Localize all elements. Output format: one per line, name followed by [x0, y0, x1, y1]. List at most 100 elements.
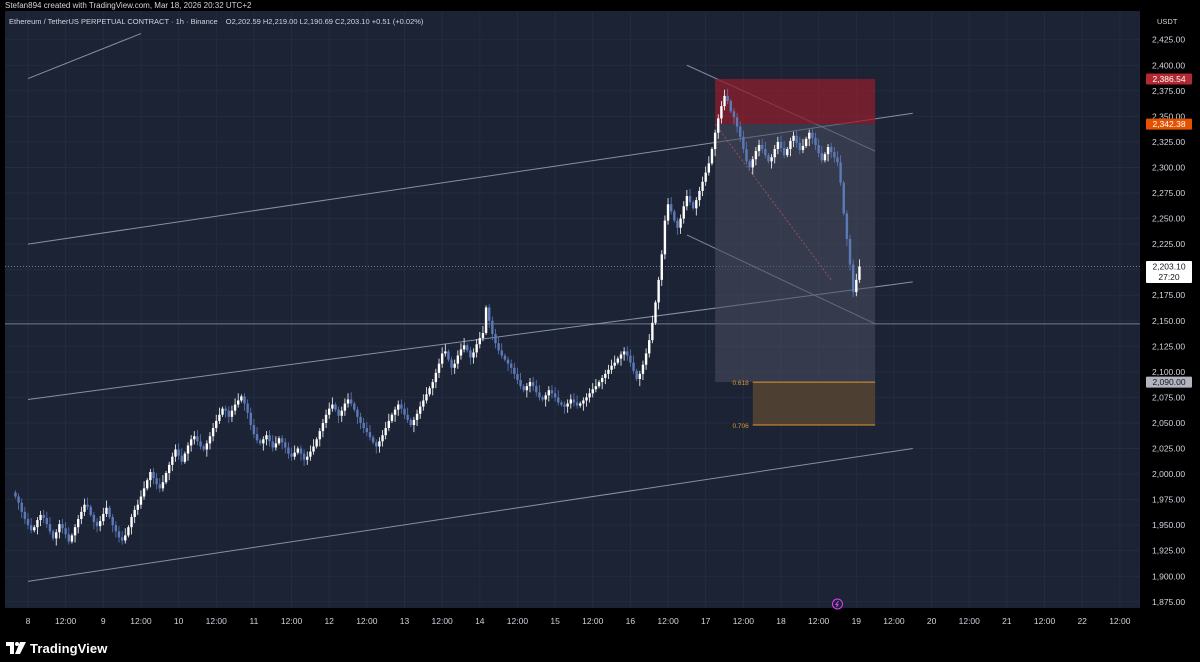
price-label-tag[interactable] [1146, 376, 1192, 388]
profit-target-zone[interactable] [715, 124, 876, 383]
candle-body [450, 359, 453, 368]
candle-body [820, 153, 823, 161]
stop-loss-zone[interactable] [715, 79, 876, 125]
candle-body [795, 135, 798, 143]
candle-body [117, 531, 121, 538]
candle-body [682, 206, 685, 219]
time-tick-label: 16 [626, 616, 636, 626]
candle-body [760, 144, 764, 150]
candle-body [48, 524, 52, 532]
price-label-tag[interactable] [1146, 260, 1192, 283]
short-position-tool[interactable] [714, 79, 876, 383]
candle-body [89, 506, 92, 515]
candle-body [626, 351, 629, 356]
candle-body [663, 220, 667, 255]
symbol-legend: Ethereum / TetherUS PERPETUAL CONTRACT ·… [9, 17, 423, 26]
candle-body [804, 138, 808, 146]
candle-body [230, 410, 234, 417]
candle-body [516, 373, 519, 381]
fib-golden-zone[interactable] [752, 382, 876, 425]
candle-body [17, 496, 20, 503]
candle-body [845, 213, 849, 239]
candle-body [218, 414, 221, 421]
price-label-text: 2,203.10 [1152, 261, 1185, 271]
time-tick-label: 15 [550, 616, 560, 626]
candle-body [328, 408, 331, 415]
candle-body [691, 202, 695, 209]
candle-body [312, 446, 315, 452]
candle-body [246, 403, 249, 413]
price-label-text: 2,386.54 [1152, 74, 1185, 84]
candle-body [177, 449, 180, 456]
candle-body [293, 452, 296, 457]
candle-body [616, 358, 620, 363]
candle-body [356, 409, 359, 417]
candle-body [767, 155, 770, 162]
price-tick-label: 1,925.00 [1152, 546, 1185, 556]
candle-body [851, 264, 855, 293]
candle-body [199, 441, 202, 447]
candle-body [127, 527, 130, 536]
candle-body [14, 492, 17, 497]
chart-pane[interactable]: 0.618 0.706 1,875.00 1,900.00 1,925.00 1,950… [0, 11, 1200, 633]
candle-body [522, 386, 525, 391]
candle-body [839, 162, 842, 183]
candle-body [604, 373, 607, 378]
channel-line[interactable] [27, 33, 142, 80]
candle-body [299, 448, 303, 454]
candle-body [566, 403, 569, 407]
time-tick-label: 12:00 [808, 616, 830, 626]
price-label-tag[interactable] [1146, 118, 1192, 130]
candle-body [271, 441, 274, 448]
candle-body [654, 302, 657, 323]
candle-body [717, 118, 720, 133]
time-tick-label: 12:00 [55, 616, 77, 626]
candle-body [648, 340, 651, 354]
candle-body [252, 424, 256, 435]
candle-body [673, 211, 676, 221]
candle-body [83, 504, 86, 512]
candle-body [193, 436, 196, 440]
price-chart[interactable]: 0.618 0.706 1,875.00 1,900.00 1,925.00 1,950… [0, 11, 1200, 633]
candle-body [619, 354, 623, 359]
candle-body [243, 396, 246, 404]
candle-body [381, 435, 384, 442]
candle-body [635, 370, 638, 380]
candle-body [535, 386, 538, 393]
candle-body [296, 448, 300, 453]
candle-body [221, 408, 224, 415]
time-axis[interactable]: 8 12:00 9 12:00 10 12:00 11 12:00 12 12:00 13 12:00… [0, 608, 1140, 633]
candle-body [641, 364, 645, 374]
time-tick-label: 12:00 [281, 616, 303, 626]
candle-body [287, 447, 290, 454]
fib-level-label: 0.618 [732, 380, 749, 387]
candle-body [400, 404, 403, 409]
time-tick-label: 13 [400, 616, 410, 626]
price-label-tag[interactable] [1146, 73, 1192, 85]
candle-body [409, 419, 412, 425]
time-tick-label: 12:00 [959, 616, 981, 626]
price-axis[interactable]: 1,875.00 1,900.00 1,925.00 1,950.00 1,975.00… [1140, 11, 1200, 633]
candle-body [469, 350, 472, 358]
channel-line[interactable] [27, 448, 913, 582]
candle-body [136, 504, 140, 510]
price-tick-label: 2,125.00 [1152, 341, 1185, 351]
plot-area [5, 11, 1140, 608]
candle-body [211, 428, 215, 437]
candle-body [237, 400, 240, 405]
candle-body [591, 389, 594, 394]
chart-widgets[interactable] [831, 598, 843, 610]
candle-body [729, 101, 732, 112]
candle-body [249, 412, 252, 425]
time-tick-label: 12:00 [130, 616, 152, 626]
fibonacci-zone[interactable]: 0.618 0.706 [732, 380, 876, 430]
candle-body [155, 478, 158, 485]
tradingview-logo[interactable]: TradingView [6, 640, 107, 656]
candle-body [186, 445, 190, 454]
position-trail-line [714, 123, 832, 281]
candle-body [553, 393, 557, 398]
candle-body [726, 95, 729, 102]
candle-body [334, 404, 337, 410]
candle-body [290, 453, 293, 457]
time-tick-label: 12:00 [1034, 616, 1056, 626]
